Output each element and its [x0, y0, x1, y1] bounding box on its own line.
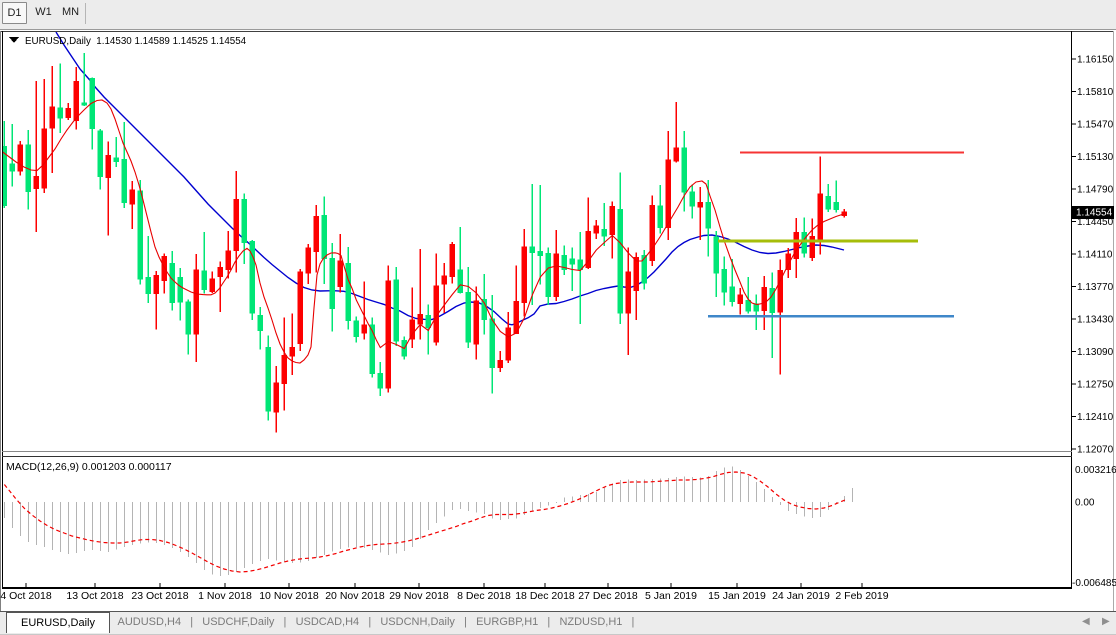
svg-text:1.14450: 1.14450 [1077, 217, 1114, 228]
svg-text:MACD(12,26,9) 0.001203 0.00011: MACD(12,26,9) 0.001203 0.000117 [6, 461, 172, 473]
svg-text:1.12410: 1.12410 [1077, 412, 1114, 423]
svg-text:1.15810: 1.15810 [1077, 87, 1114, 98]
svg-text:4 Oct 2018: 4 Oct 2018 [0, 590, 52, 602]
svg-text:1.16150: 1.16150 [1077, 55, 1114, 66]
svg-text:1.12750: 1.12750 [1077, 380, 1114, 391]
svg-text:1 Nov 2018: 1 Nov 2018 [198, 590, 252, 602]
svg-text:2 Feb 2019: 2 Feb 2019 [835, 590, 888, 602]
svg-text:-0.006485: -0.006485 [1072, 578, 1116, 589]
svg-text:13 Oct 2018: 13 Oct 2018 [66, 590, 123, 602]
svg-text:24 Jan 2019: 24 Jan 2019 [772, 590, 830, 602]
svg-text:1.14110: 1.14110 [1077, 250, 1113, 261]
svg-text:1.13090: 1.13090 [1077, 347, 1114, 358]
svg-text:15 Jan 2019: 15 Jan 2019 [708, 590, 766, 602]
svg-text:0.003216: 0.003216 [1075, 465, 1116, 476]
svg-text:EURUSD,Daily 1.14530 1.14589: EURUSD,Daily 1.14530 1.14589 1.14525 1.1… [25, 36, 247, 47]
svg-text:1.12070: 1.12070 [1077, 445, 1114, 456]
svg-text:29 Nov 2018: 29 Nov 2018 [389, 590, 449, 602]
svg-text:0.00: 0.00 [1075, 498, 1095, 509]
svg-text:1.14790: 1.14790 [1077, 185, 1114, 196]
svg-text:1.15130: 1.15130 [1077, 152, 1114, 163]
svg-text:1.13430: 1.13430 [1077, 315, 1114, 326]
svg-text:27 Dec 2018: 27 Dec 2018 [578, 590, 638, 602]
svg-text:23 Oct 2018: 23 Oct 2018 [131, 590, 188, 602]
svg-text:1.13770: 1.13770 [1077, 282, 1114, 293]
svg-text:8 Dec 2018: 8 Dec 2018 [457, 590, 511, 602]
svg-text:10 Nov 2018: 10 Nov 2018 [259, 590, 319, 602]
svg-text:1.14554: 1.14554 [1076, 208, 1113, 219]
svg-text:18 Dec 2018: 18 Dec 2018 [515, 590, 575, 602]
svg-text:20 Nov 2018: 20 Nov 2018 [325, 590, 385, 602]
svg-text:1.15470: 1.15470 [1077, 120, 1114, 131]
svg-text:5 Jan 2019: 5 Jan 2019 [645, 590, 697, 602]
